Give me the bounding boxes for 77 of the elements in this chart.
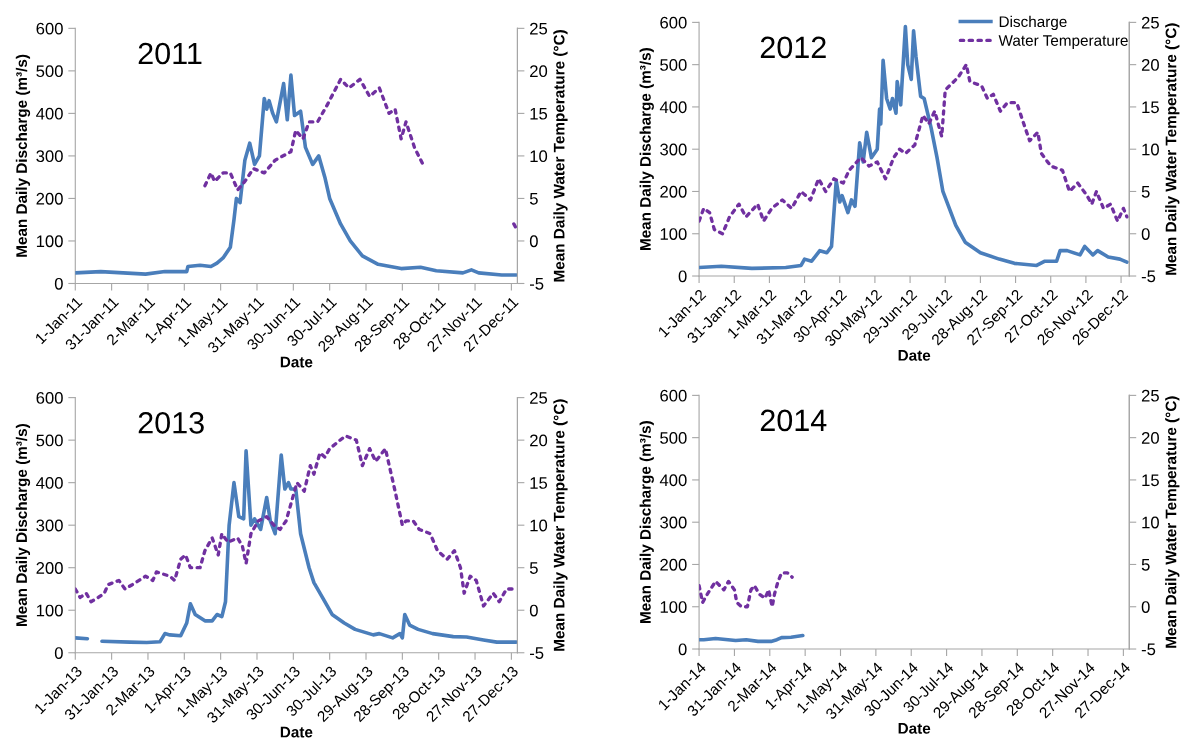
y-tick-label: 0 <box>678 270 687 283</box>
y2-tick-label: 15 <box>1142 474 1159 487</box>
y2-tick-label: -5 <box>1141 643 1156 656</box>
line-series <box>699 571 794 609</box>
y-tick-label: 100 <box>660 228 687 240</box>
y-tick-label: 300 <box>660 143 687 156</box>
y2-tick-label: 25 <box>1141 16 1159 29</box>
y-tick-label: 300 <box>36 519 63 532</box>
y2-tick-label: -5 <box>529 647 544 659</box>
y2-tick-label: 10 <box>1142 516 1159 529</box>
y2-tick-label: 5 <box>529 562 538 574</box>
y-tick-label: 300 <box>36 150 63 163</box>
y-tick-label: 400 <box>659 474 687 487</box>
x-axis-title: Date <box>280 356 313 368</box>
y2-tick-label: 0 <box>529 235 538 248</box>
y2-tick-label: 15 <box>530 107 548 120</box>
y2-tick-label: 0 <box>1141 228 1150 240</box>
y2-tick-label: 20 <box>530 65 548 78</box>
line-series <box>75 73 518 277</box>
y-tick-label: 400 <box>659 101 687 114</box>
y-axis-title: Mean Daily Discharge (m³/s) <box>15 424 31 627</box>
y2-axis-title: Mean Daily Water Temperature (°C) <box>553 399 568 651</box>
chart-title: 2014 <box>760 409 827 432</box>
y2-tick-label: 0 <box>1141 601 1150 613</box>
x-axis-title: Date <box>898 350 931 361</box>
y2-tick-label: 20 <box>530 434 548 447</box>
y2-tick-label: 10 <box>530 150 548 163</box>
y-axis-title: Mean Daily Discharge (m³/s) <box>639 421 654 624</box>
y-tick-label: 500 <box>36 65 63 78</box>
y-tick-label: 200 <box>660 558 687 571</box>
y2-axis-title: Mean Daily Water Temperature (°C) <box>553 30 568 282</box>
y-tick-label: 300 <box>660 516 687 529</box>
y2-tick-label: 25 <box>530 22 548 35</box>
y-tick-label: 200 <box>36 192 63 205</box>
y-tick-label: 100 <box>36 235 63 248</box>
y-tick-label: 600 <box>660 16 687 29</box>
y-tick-label: 0 <box>678 643 687 656</box>
y2-tick-label: 25 <box>530 392 548 404</box>
chart-title: 2013 <box>138 412 204 434</box>
y2-axis-title: Mean Daily Water Temperature (°C) <box>1165 23 1180 275</box>
y2-tick-label: 5 <box>529 193 538 205</box>
y2-tick-label: 0 <box>529 604 538 617</box>
y-axis-title: Mean Daily Discharge (m³/s) <box>639 48 654 251</box>
chart-title: 2012 <box>760 36 826 59</box>
y-tick-label: 600 <box>36 22 63 35</box>
y-tick-label: 600 <box>660 389 687 402</box>
x-axis-title: Date <box>280 726 313 738</box>
y2-tick-label: 5 <box>1141 186 1150 198</box>
y2-tick-label: 20 <box>1141 432 1159 444</box>
y2-axis-title: Mean Daily Water Temperature (°C) <box>1165 396 1180 648</box>
y2-tick-label: 25 <box>1141 389 1159 402</box>
y-tick-label: 100 <box>36 604 63 617</box>
y-tick-label: 0 <box>54 647 63 659</box>
y-tick-label: 500 <box>660 59 687 71</box>
y-tick-label: 400 <box>36 477 63 489</box>
y-axis-title: Mean Daily Discharge (m³/s) <box>15 54 31 257</box>
y2-tick-label: 10 <box>1142 143 1159 156</box>
y2-tick-label: 20 <box>1141 59 1159 71</box>
y2-tick-label: 10 <box>530 519 548 532</box>
y-tick-label: 600 <box>36 392 63 404</box>
x-axis-title: Date <box>898 723 931 734</box>
chart-title: 2011 <box>138 42 202 65</box>
line-series <box>699 62 1129 236</box>
y-tick-label: 500 <box>36 434 63 447</box>
y2-tick-label: 15 <box>1142 101 1159 114</box>
y-tick-label: 200 <box>36 562 63 574</box>
y2-tick-label: -5 <box>1141 270 1156 283</box>
y-tick-label: 0 <box>54 277 63 290</box>
y-tick-label: 100 <box>660 601 687 613</box>
y-tick-label: 500 <box>660 432 687 444</box>
y2-tick-label: 15 <box>530 477 548 489</box>
y-tick-label: 400 <box>36 107 63 120</box>
legend-label: Discharge <box>999 15 1067 31</box>
y2-tick-label: -5 <box>529 278 544 290</box>
y-tick-label: 200 <box>660 185 687 198</box>
legend-label: Water Temperature <box>998 35 1128 49</box>
y2-tick-label: 5 <box>1141 559 1150 571</box>
